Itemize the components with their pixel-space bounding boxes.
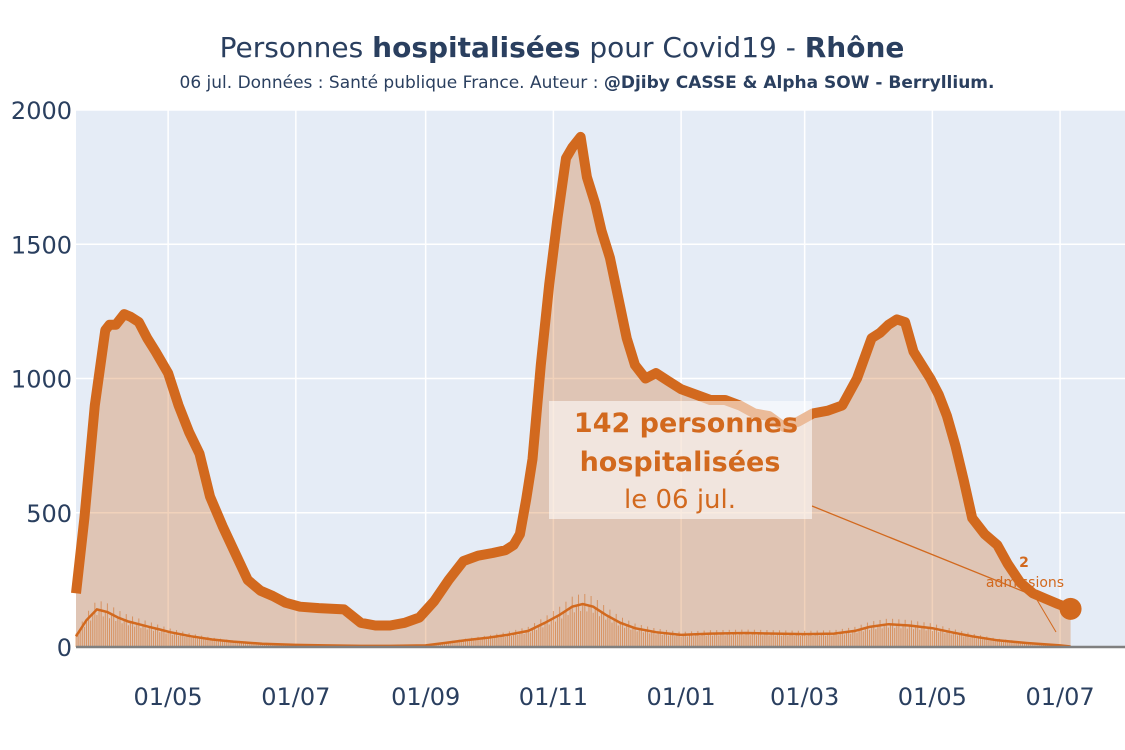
- x-tick-label: 01/09: [391, 683, 460, 711]
- title-middle: pour Covid19 -: [580, 31, 804, 64]
- admissions-line: [74, 602, 1071, 648]
- x-tick-label: 01/07: [261, 683, 330, 711]
- title-bold2: Rhône: [805, 31, 905, 64]
- hospitalized-line: [71, 131, 1073, 631]
- annotation-box: [549, 401, 812, 519]
- x-axis-ticks: 01/05 01/07 01/09 01/11 01/01 01/03 01/05 01/07: [134, 683, 1095, 711]
- x-tick-label: 01/07: [1026, 683, 1095, 711]
- end-marker: [1059, 597, 1082, 620]
- x-tick-label: 01/05: [898, 683, 967, 711]
- x-tick-label: 01/01: [647, 683, 716, 711]
- admissions-label: admissions: [986, 575, 1064, 591]
- annotation-arrow: [811, 505, 1053, 604]
- chart-subtitle: 06 jul. Données : Santé publique France.…: [180, 73, 995, 93]
- y-tick-label: 2000: [11, 97, 72, 125]
- subtitle-normal: 06 jul. Données : Santé publique France.…: [180, 73, 604, 93]
- admissions-value: 2: [1019, 555, 1029, 571]
- admissions-arrow: [1029, 587, 1057, 633]
- annotation-line2: hospitalisées: [580, 447, 781, 478]
- y-tick-label: 1000: [11, 366, 72, 394]
- y-tick-label: 500: [26, 500, 72, 528]
- y-tick-label: 0: [57, 634, 72, 662]
- chart-title: Personnes hospitalisées pour Covid19 - R…: [220, 31, 905, 64]
- subtitle-bold: @Djiby CASSE & Alpha SOW - Berryllium.: [604, 73, 995, 93]
- title-bold1: hospitalisées: [372, 31, 580, 64]
- annotation-line1: 142 personnes: [574, 408, 798, 439]
- hospitalized-area: [76, 136, 1071, 647]
- x-tick-label: 01/05: [134, 683, 203, 711]
- annotation-line3: le 06 jul.: [624, 485, 736, 515]
- y-tick-label: 1500: [11, 231, 72, 259]
- y-axis-ticks: 0 500 1000 1500 2000: [11, 97, 72, 662]
- x-tick-label: 01/11: [519, 683, 588, 711]
- title-prefix: Personnes: [220, 31, 373, 64]
- x-tick-label: 01/03: [770, 683, 839, 711]
